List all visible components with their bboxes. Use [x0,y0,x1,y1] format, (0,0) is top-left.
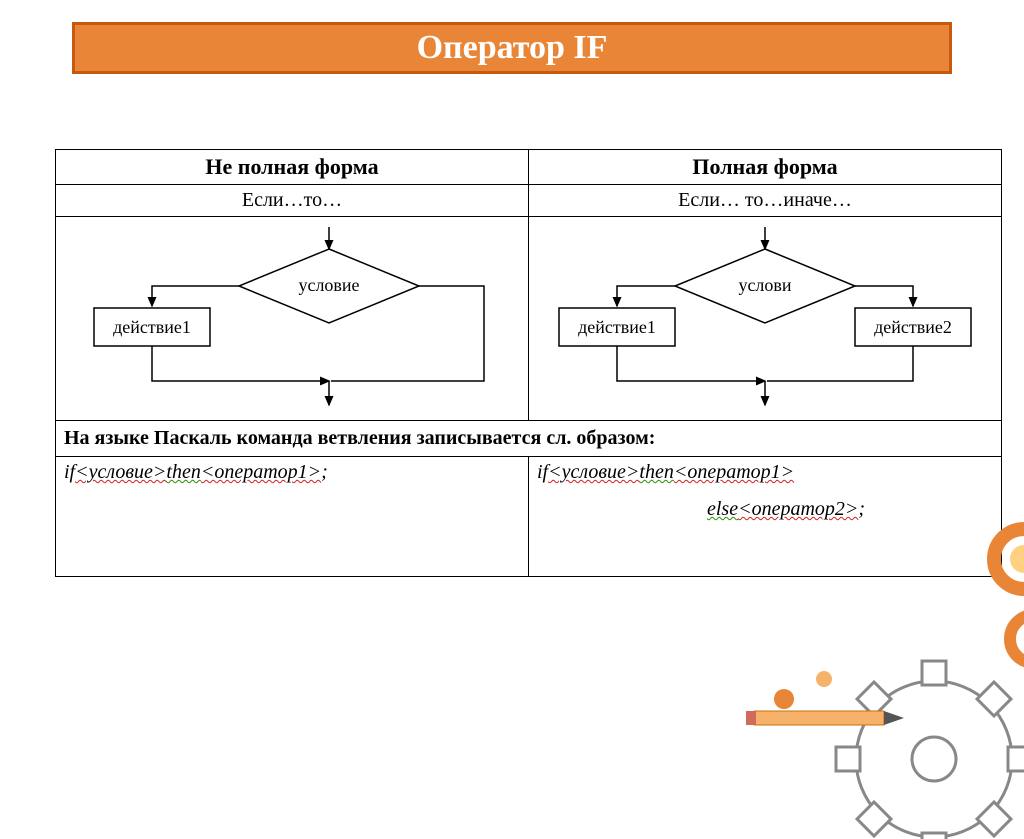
page-title: Оператор IF [417,29,608,67]
code-right: if<условие>then<оператор1> else<оператор… [529,457,1002,577]
title-bar: Оператор IF [72,22,952,74]
comparison-table: Не полная форма Полная форма Если…то… Ес… [55,149,1002,577]
cond-label-right: услови [738,275,791,295]
flowchart-left-cell: условие действие1 [56,217,529,421]
flowchart-right: услови действие1 действие2 [537,221,993,411]
action1-label-left: действие1 [113,317,191,337]
action1-label-right: действие1 [578,317,656,337]
header-left: Не полная форма [56,150,529,185]
gear-icon [836,661,1024,839]
code-left: if<условие>then<оператор1>; [56,457,529,577]
sub-left: Если…то… [56,185,529,217]
sub-right: Если… то…иначе… [529,185,1002,217]
pascal-note: На языке Паскаль команда ветвления запис… [56,421,1002,457]
action2-label-right: действие2 [874,317,952,337]
flowchart-right-cell: услови действие1 действие2 [529,217,1002,421]
flowchart-left: условие действие1 [64,221,520,411]
header-right: Полная форма [529,150,1002,185]
cond-label-left: условие [298,275,359,295]
pencil-icon [746,711,904,725]
